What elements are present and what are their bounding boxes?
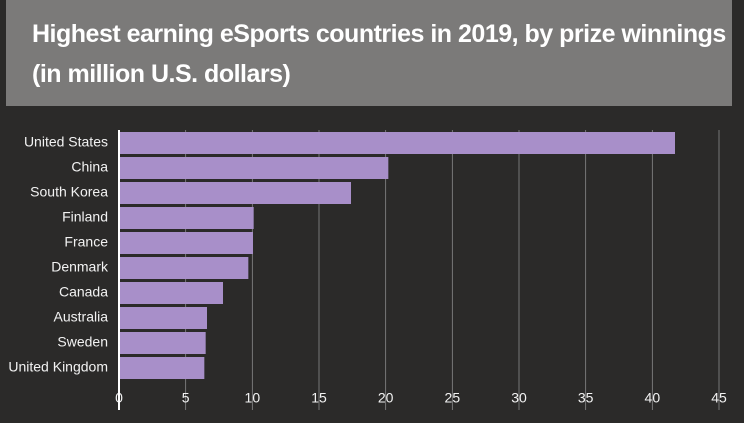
y-tick-label: Finland (62, 209, 108, 225)
bar (119, 132, 675, 154)
x-tick-label: 25 (445, 390, 461, 406)
y-tick-label: Denmark (51, 259, 109, 275)
bar (119, 282, 223, 304)
x-tick-label: 10 (245, 390, 261, 406)
bar (119, 232, 253, 254)
bar (119, 307, 207, 329)
y-tick-label: France (64, 234, 108, 250)
y-tick-label: United States (24, 134, 108, 150)
bar (119, 332, 206, 354)
bar (119, 257, 249, 279)
y-tick-label: South Korea (30, 184, 108, 200)
bar (119, 157, 389, 179)
y-tick-label: Australia (54, 309, 109, 325)
chart-title: Highest earning eSports countries in 201… (6, 0, 732, 106)
x-tick-label: 30 (511, 390, 527, 406)
y-tick-label: China (71, 159, 108, 175)
bar (119, 357, 205, 379)
x-tick-label: 20 (378, 390, 394, 406)
bar (119, 182, 351, 204)
x-tick-label: 15 (311, 390, 327, 406)
x-tick-label: 35 (578, 390, 594, 406)
y-tick-label: United Kingdom (8, 359, 108, 375)
x-tick-label: 5 (182, 390, 190, 406)
bar (119, 207, 254, 229)
y-tick-label: Sweden (57, 334, 108, 350)
x-tick-label: 45 (711, 390, 727, 406)
y-tick-label: Canada (59, 284, 108, 300)
x-tick-label: 40 (645, 390, 661, 406)
